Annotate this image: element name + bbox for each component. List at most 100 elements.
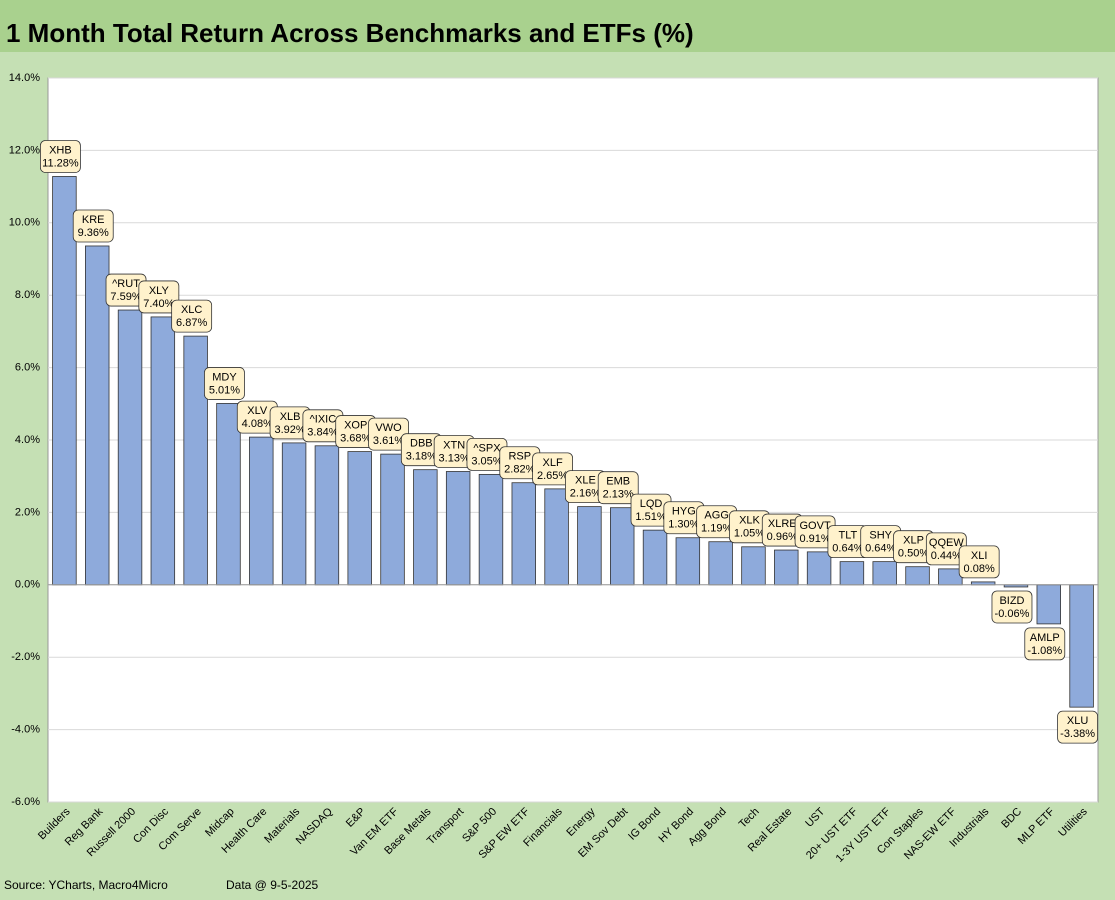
bar [117, 309, 143, 586]
point-label: XLV [247, 405, 268, 417]
point-label: LQD [640, 498, 663, 510]
point-label: AMLP [1030, 632, 1060, 644]
bar [938, 568, 963, 586]
data-label: -0.06% [995, 608, 1030, 620]
y-tick-label: 0.0% [15, 579, 40, 591]
bar [806, 551, 832, 586]
bar [413, 469, 438, 586]
bar [183, 335, 208, 586]
point-label: KRE [82, 214, 105, 226]
bar [642, 529, 668, 586]
point-label: VWO [375, 422, 402, 434]
bar [839, 561, 865, 586]
data-label: 2.13% [603, 489, 634, 501]
data-label: 3.13% [439, 452, 470, 464]
data-label: 3.05% [471, 455, 502, 467]
bar [1069, 584, 1094, 708]
data-label: 0.64% [865, 543, 896, 555]
point-label: HYG [672, 506, 696, 518]
bar [150, 316, 176, 586]
bar [675, 537, 701, 586]
y-tick-label: 10.0% [9, 217, 40, 229]
data-label: 11.28% [42, 157, 79, 169]
point-label: XLF [543, 457, 563, 469]
data-label: 0.44% [931, 550, 962, 562]
point-label: XLC [181, 304, 202, 316]
point-label: XOP [344, 419, 367, 431]
bar [380, 453, 405, 586]
point-label: SHY [869, 530, 892, 542]
data-label: 0.50% [898, 548, 929, 560]
bar [216, 403, 241, 586]
bar [872, 561, 897, 586]
data-label: 7.59% [110, 291, 141, 303]
data-label-box [1024, 627, 1066, 661]
data-label: 3.92% [274, 424, 305, 436]
data-label: 0.96% [767, 531, 798, 543]
bar [445, 471, 471, 586]
data-label-box [40, 140, 81, 173]
data-label: 6.87% [176, 317, 207, 329]
point-label: EMB [606, 476, 630, 488]
point-label: TLT [839, 530, 858, 542]
data-label-box [1057, 710, 1098, 744]
data-label: 1.19% [701, 523, 732, 535]
data-label: 1.30% [668, 519, 699, 531]
data-label: 3.68% [340, 432, 371, 444]
data-label-box [532, 452, 573, 486]
point-label: XLRE [768, 518, 797, 530]
point-label: XLE [575, 475, 596, 487]
bar [52, 176, 77, 586]
source: Source: YCharts, Macro4Micro [4, 878, 168, 892]
data-date: Data @ 9-5-2025 [226, 878, 319, 892]
data-label: -3.38% [1060, 728, 1095, 740]
point-label: XTN [443, 439, 465, 451]
bar [544, 488, 569, 586]
data-label: 2.16% [570, 488, 601, 500]
data-label-box [204, 367, 245, 400]
y-tick-label: 8.0% [15, 289, 40, 301]
y-tick-label: 4.0% [15, 434, 40, 446]
point-label: ^SPX [473, 442, 501, 454]
point-label: XLB [280, 411, 301, 423]
y-tick-label: 2.0% [15, 506, 40, 518]
data-label: 9.36% [78, 227, 109, 239]
point-label: GOVT [800, 520, 831, 532]
data-label-box [958, 545, 1000, 579]
data-label: 0.91% [799, 533, 830, 545]
y-tick-label: 6.0% [15, 362, 40, 374]
data-label-box [171, 299, 213, 333]
point-label: XLP [903, 535, 924, 547]
data-label: 3.18% [406, 451, 437, 463]
point-label: XLI [971, 550, 988, 562]
bar [577, 506, 602, 586]
point-label: ^IXIC [310, 414, 337, 426]
data-label: 0.64% [832, 543, 863, 555]
title-bar [0, 0, 1115, 52]
data-label-box [597, 471, 639, 505]
data-label: 5.01% [209, 384, 240, 396]
data-label-box [991, 590, 1033, 624]
point-label: XLU [1067, 715, 1088, 727]
data-label: 2.82% [504, 464, 535, 476]
point-label: BIZD [999, 595, 1024, 607]
bar [905, 566, 930, 586]
bar [314, 445, 340, 586]
bar [347, 451, 372, 586]
bar [281, 442, 307, 586]
data-label: 2.65% [537, 470, 568, 482]
data-label: 1.05% [734, 528, 765, 540]
bar [85, 245, 110, 586]
y-tick-label: 14.0% [9, 72, 40, 84]
bar [249, 436, 274, 586]
data-label: 4.08% [242, 418, 273, 430]
y-tick-label: -4.0% [11, 724, 40, 736]
point-label: AGG [704, 510, 728, 522]
bar [1036, 584, 1061, 625]
point-label: QQEW [929, 537, 964, 549]
bar [478, 473, 504, 586]
point-label: RSP [508, 451, 531, 463]
data-label: -1.08% [1027, 645, 1062, 657]
bar [708, 541, 733, 586]
